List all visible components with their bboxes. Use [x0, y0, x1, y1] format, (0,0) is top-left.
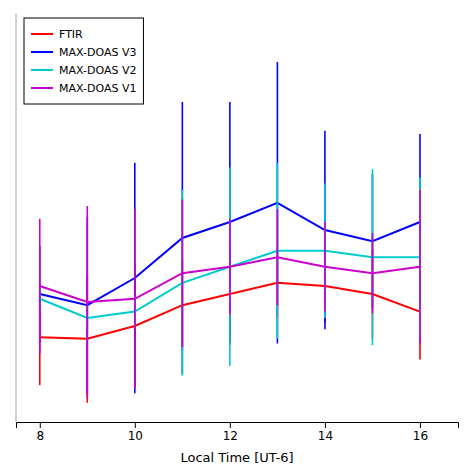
x-tick-label: 12 [223, 429, 238, 443]
x-tick-label: 8 [36, 429, 44, 443]
error-bar [277, 62, 279, 344]
legend-swatch [31, 69, 53, 71]
error-bar [229, 102, 231, 342]
x-tick-label: 10 [128, 429, 143, 443]
legend-swatch [31, 51, 53, 53]
y-range-line [16, 14, 17, 422]
x-axis-title: Local Time [UT-6] [180, 450, 293, 465]
legend-label: MAX-DOAS V3 [59, 46, 136, 59]
legend-frame [24, 18, 143, 104]
legend: FTIR MAX-DOAS V3 MAX-DOAS V2 MAX-DOAS V1 [24, 18, 143, 104]
error-bar [182, 102, 184, 374]
marks [40, 62, 420, 403]
x-tick-label: 14 [318, 429, 333, 443]
x-tick: 12 [223, 422, 238, 443]
x-tick-mark [40, 422, 41, 428]
error-bar [324, 131, 326, 329]
error-bar [372, 169, 374, 345]
x-tick-mark [230, 422, 231, 428]
x-axis: 8 10 12 14 16 [17, 422, 459, 443]
legend-swatch [31, 33, 53, 35]
x-tick-label: 16 [413, 429, 428, 443]
x-tick-mark [325, 422, 326, 428]
legend-label: MAX-DOAS V1 [59, 82, 136, 95]
chart: 8 10 12 14 16 FTIR MAX-DOAS V3 MAX-DOAS V2 MAX-D… [0, 0, 474, 474]
error-bar [324, 184, 326, 318]
error-bar [134, 163, 136, 393]
series [40, 62, 420, 393]
error-bar [277, 163, 279, 339]
x-tick-mark [135, 422, 136, 428]
legend-label: FTIR [59, 28, 83, 41]
x-tick: 16 [413, 422, 428, 443]
legend-swatch [31, 87, 53, 89]
error-bar [182, 190, 184, 376]
series [40, 190, 420, 398]
series [40, 163, 420, 376]
legend-label: MAX-DOAS V2 [59, 64, 136, 77]
series-line [40, 257, 420, 302]
x-tick: 10 [128, 422, 143, 443]
x-tick: 14 [318, 422, 333, 443]
x-axis-line [17, 423, 459, 429]
x-tick-mark [420, 422, 421, 428]
x-tick: 8 [36, 422, 44, 443]
plot: 8 10 12 14 16 FTIR MAX-DOAS V3 MAX-DOAS V2 MAX-D… [16, 14, 459, 443]
